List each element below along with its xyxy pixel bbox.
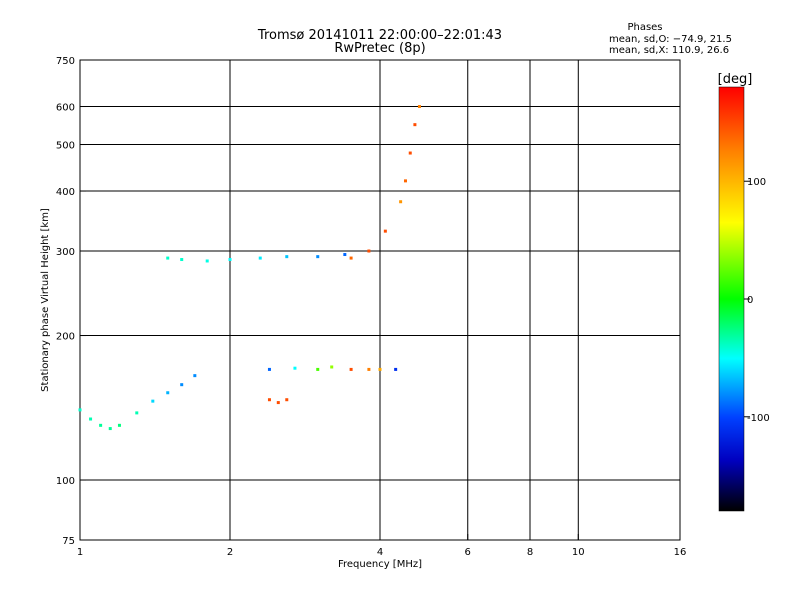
- phase-info-x: mean, sd,X: 110.9, 26.6: [609, 45, 729, 56]
- y-tick-label: 100: [56, 476, 75, 487]
- data-point: [276, 401, 280, 405]
- data-point: [367, 367, 371, 371]
- y-tick-label: 75: [62, 536, 75, 547]
- data-point: [349, 367, 353, 371]
- x-axis-label: Frequency [MHz]: [338, 559, 422, 570]
- data-point: [78, 408, 82, 412]
- data-point: [399, 200, 403, 204]
- y-tick-label: 400: [56, 187, 75, 198]
- data-point: [99, 423, 103, 427]
- data-point: [330, 365, 334, 369]
- data-point: [193, 374, 197, 378]
- data-point: [228, 258, 232, 262]
- data-point: [293, 366, 297, 370]
- data-point: [349, 256, 353, 260]
- chart-subtitle: RwPretec (8p): [334, 41, 425, 56]
- data-point: [267, 398, 271, 402]
- chart-title: Tromsø 20141011 22:00:00–22:01:43: [257, 28, 502, 43]
- data-point: [394, 367, 398, 371]
- data-point: [267, 367, 271, 371]
- x-axis-ticks: 1 2 4 6 8 10 16: [77, 534, 687, 558]
- data-point: [151, 399, 155, 403]
- colorbar-label: [deg]: [718, 72, 753, 87]
- y-axis-label: Stationary phase Virtual Height [km]: [40, 208, 51, 392]
- data-point: [205, 259, 209, 263]
- data-point: [166, 256, 170, 260]
- y-tick-label: 600: [56, 103, 75, 114]
- data-point: [367, 249, 371, 253]
- y-tick-label: 750: [56, 56, 75, 67]
- x-tick-label: 16: [674, 547, 687, 558]
- data-points: [78, 105, 421, 431]
- y-tick-label: 200: [56, 332, 75, 343]
- colorbar-tick-label: -100: [747, 413, 770, 424]
- x-tick-label: 1: [77, 547, 83, 558]
- data-point: [403, 179, 407, 183]
- data-point: [135, 411, 139, 415]
- phase-info-title: Phases: [627, 22, 662, 33]
- data-point: [166, 391, 170, 395]
- x-tick-label: 4: [377, 547, 383, 558]
- data-point: [413, 123, 417, 127]
- data-point: [316, 255, 320, 259]
- y-axis-ticks: 75 100 200 300 400 500 600 750: [56, 56, 86, 547]
- gridlines: [80, 60, 680, 540]
- data-point: [180, 383, 184, 387]
- data-point: [108, 427, 112, 431]
- y-tick-label: 300: [56, 247, 75, 258]
- data-point: [408, 151, 412, 155]
- data-point: [417, 105, 421, 109]
- colorbar-tick-label: 0: [747, 295, 753, 306]
- data-point: [285, 398, 289, 402]
- data-point: [89, 417, 93, 421]
- data-point: [117, 423, 121, 427]
- data-point: [383, 229, 387, 233]
- x-tick-label: 8: [527, 547, 533, 558]
- data-point: [258, 256, 262, 260]
- data-point: [285, 255, 289, 259]
- colorbar-tick-label: 100: [747, 177, 766, 188]
- y-tick-label: 500: [56, 141, 75, 152]
- colorbar: [718, 86, 745, 512]
- data-point: [180, 258, 184, 262]
- x-tick-label: 10: [572, 547, 585, 558]
- x-tick-label: 6: [465, 547, 471, 558]
- data-point: [316, 367, 320, 371]
- data-point: [378, 367, 382, 371]
- data-point: [343, 253, 347, 257]
- x-tick-label: 2: [227, 547, 233, 558]
- phase-info-o: mean, sd,O: −74.9, 21.5: [609, 34, 732, 45]
- colorbar-ticks: 100 0 -100: [744, 177, 770, 424]
